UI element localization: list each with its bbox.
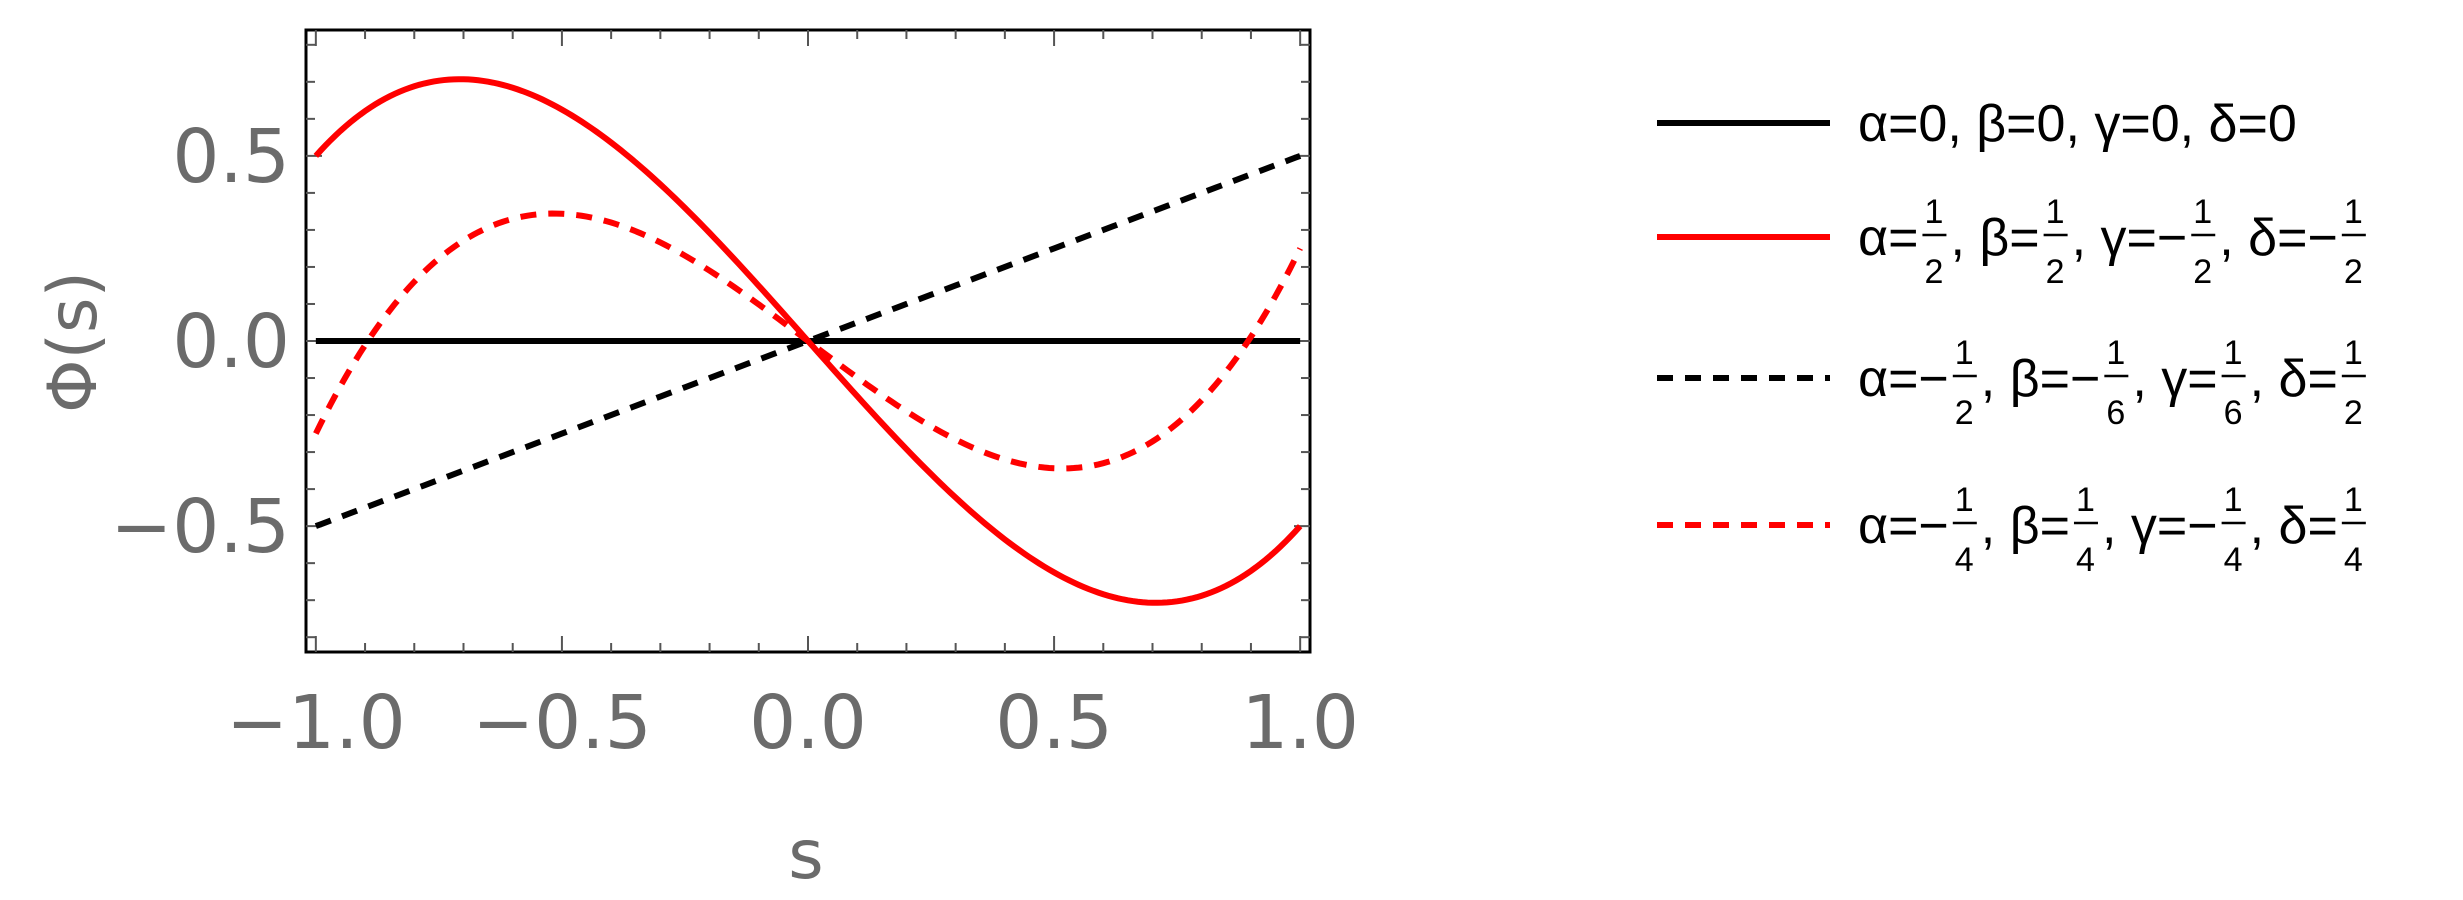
legend-fraction-denominator: 6 [2224,394,2243,432]
legend-text: , δ= [2250,497,2338,555]
legend-fraction-denominator: 4 [2076,541,2095,579]
legend-fraction-numerator: 1 [2224,334,2243,372]
y-tick-label: −0.5 [110,484,290,570]
legend-fraction-denominator: 2 [1924,253,1943,291]
legend-fraction-denominator: 4 [1955,541,1974,579]
y-tick-label: 0.0 [172,299,290,385]
legend-fraction-numerator: 1 [1955,334,1974,372]
legend-fraction-numerator: 1 [1924,193,1943,231]
legend-fraction-numerator: 1 [2344,193,2363,231]
legend-fraction-numerator: 1 [2106,334,2125,372]
y-axis-label: Φ(s) [34,271,113,413]
series-lines [313,76,1303,606]
x-tick-label: 0.0 [749,680,867,766]
legend: α=0, β=0, γ=0, δ=0α= 12, β= 12, γ=− 12, δ=−… [1657,95,2366,579]
legend-text: α=0, β=0, γ=0, δ=0 [1858,95,2297,153]
legend-fraction-numerator: 1 [2076,481,2095,519]
legend-text: , δ=− [2219,209,2338,267]
tick-labels: −1.0 −0.5 0.0 0.5 1.0 −0.5 0.0 0.5 [110,114,1359,766]
legend-text: , δ= [2250,350,2338,408]
legend-text: , β=− [1981,350,2101,408]
legend-text: , γ= [2132,350,2217,408]
legend-text: α=− [1858,497,1949,555]
legend-fraction-numerator: 1 [2344,481,2363,519]
legend-fraction-numerator: 1 [2046,193,2065,231]
series-line [314,153,1302,529]
legend-fraction-denominator: 2 [2344,253,2363,291]
x-tick-label: −0.5 [472,680,652,766]
legend-text: , β= [1950,209,2039,267]
legend-fraction-denominator: 4 [2224,541,2243,579]
legend-fraction-denominator: 2 [2193,253,2212,291]
legend-text: , β= [1981,497,2070,555]
legend-text: α=− [1858,350,1949,408]
legend-fraction-numerator: 1 [2344,334,2363,372]
x-tick-label: −1.0 [226,680,406,766]
x-tick-label: 1.0 [1241,680,1359,766]
legend-text: , γ=− [2102,497,2218,555]
legend-fraction-numerator: 1 [2193,193,2212,231]
legend-fraction-numerator: 1 [1955,481,1974,519]
legend-text: α= [1858,209,1918,267]
x-tick-label: 0.5 [995,680,1113,766]
x-axis-label: s [788,816,823,895]
legend-fraction-denominator: 2 [2046,253,2065,291]
series-line [313,210,1303,472]
y-tick-label: 0.5 [172,114,290,200]
legend-fraction-denominator: 4 [2344,541,2363,579]
legend-fraction-denominator: 6 [2106,394,2125,432]
legend-fraction-denominator: 2 [1955,394,1974,432]
legend-fraction-numerator: 1 [2224,481,2243,519]
legend-fraction-denominator: 2 [2344,394,2363,432]
legend-text: , γ=− [2072,209,2188,267]
